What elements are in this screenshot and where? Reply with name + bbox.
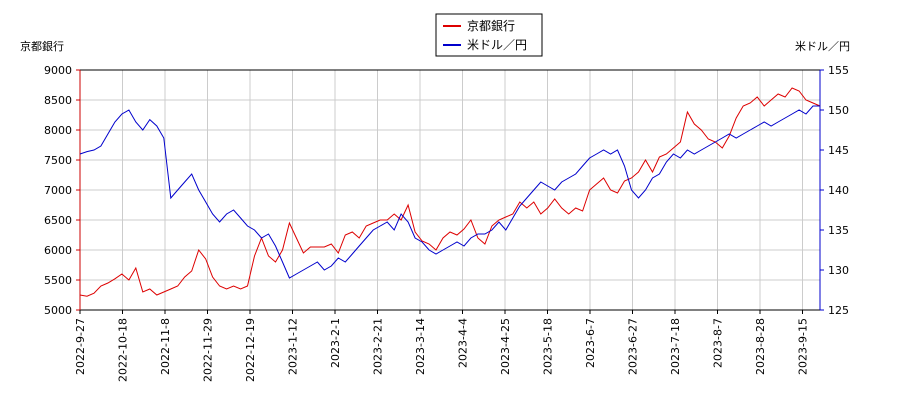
- x-tick-label: 2023-8-28: [754, 318, 767, 375]
- x-tick-label: 2022-12-19: [244, 318, 257, 382]
- y-right-tick-label: 155: [828, 64, 849, 77]
- legend-label-usdjpy: 米ドル／円: [467, 38, 527, 52]
- x-tick-label: 2023-2-21: [372, 318, 385, 375]
- x-tick-label: 2023-1-12: [287, 318, 300, 375]
- x-tick-label: 2023-3-14: [414, 318, 427, 375]
- y-left-tick-label: 8500: [44, 94, 72, 107]
- y-left-tick-label: 5000: [44, 304, 72, 317]
- y-right-tick-label: 150: [828, 104, 849, 117]
- x-tick-label: 2023-6-7: [584, 318, 597, 368]
- x-tick-label: 2022-11-8: [159, 318, 172, 375]
- y-right-title: 米ドル／円: [795, 40, 850, 53]
- right-axis: 155 150 145 140 135 130 125: [819, 64, 849, 317]
- y-right-tick-label: 140: [828, 184, 849, 197]
- x-tick-label: 2022-11-29: [202, 318, 215, 382]
- y-right-tick-label: 125: [828, 304, 849, 317]
- series-layer: [79, 87, 821, 297]
- x-tick-label: 2023-4-25: [499, 318, 512, 375]
- series-line-usd-jpy: [79, 105, 820, 279]
- x-tick-label: 2022-9-27: [74, 318, 87, 375]
- x-tick-label: 2023-6-27: [627, 318, 640, 375]
- legend-label-kyoto: 京都銀行: [467, 19, 515, 33]
- x-tick-label: 2023-5-18: [542, 318, 555, 375]
- y-left-tick-label: 6000: [44, 244, 72, 257]
- y-left-tick-label: 6500: [44, 214, 72, 227]
- legend-box: [435, 13, 543, 57]
- series-line-kyoto-bank: [79, 87, 821, 297]
- x-tick-label: 2023-8-7: [712, 318, 725, 368]
- y-left-tick-label: 7500: [44, 154, 72, 167]
- x-tick-label: 2023-9-15: [797, 318, 810, 375]
- y-left-tick-label: 9000: [44, 64, 72, 77]
- legend: 京都銀行 米ドル／円: [435, 13, 543, 57]
- x-tick-label: 2023-7-18: [669, 318, 682, 375]
- y-right-tick-label: 145: [828, 144, 849, 157]
- y-left-title: 京都銀行: [20, 39, 64, 53]
- grid: [80, 69, 820, 311]
- x-tick-label: 2023-4-4: [457, 318, 470, 368]
- y-left-tick-label: 7000: [44, 184, 72, 197]
- y-right-tick-label: 135: [828, 224, 849, 237]
- left-axis: 9000 8500 8000 7500 7000 6500 6000 5500 5000: [44, 64, 81, 317]
- x-tick-label: 2022-10-18: [117, 318, 130, 382]
- x-tick-label: 2023-2-1: [329, 318, 342, 368]
- y-left-tick-label: 8000: [44, 124, 72, 137]
- y-left-tick-label: 5500: [44, 274, 72, 287]
- y-right-tick-label: 130: [828, 264, 849, 277]
- x-axis: 2022-9-27 2022-10-18 2022-11-8 2022-11-29 20…: [74, 310, 810, 382]
